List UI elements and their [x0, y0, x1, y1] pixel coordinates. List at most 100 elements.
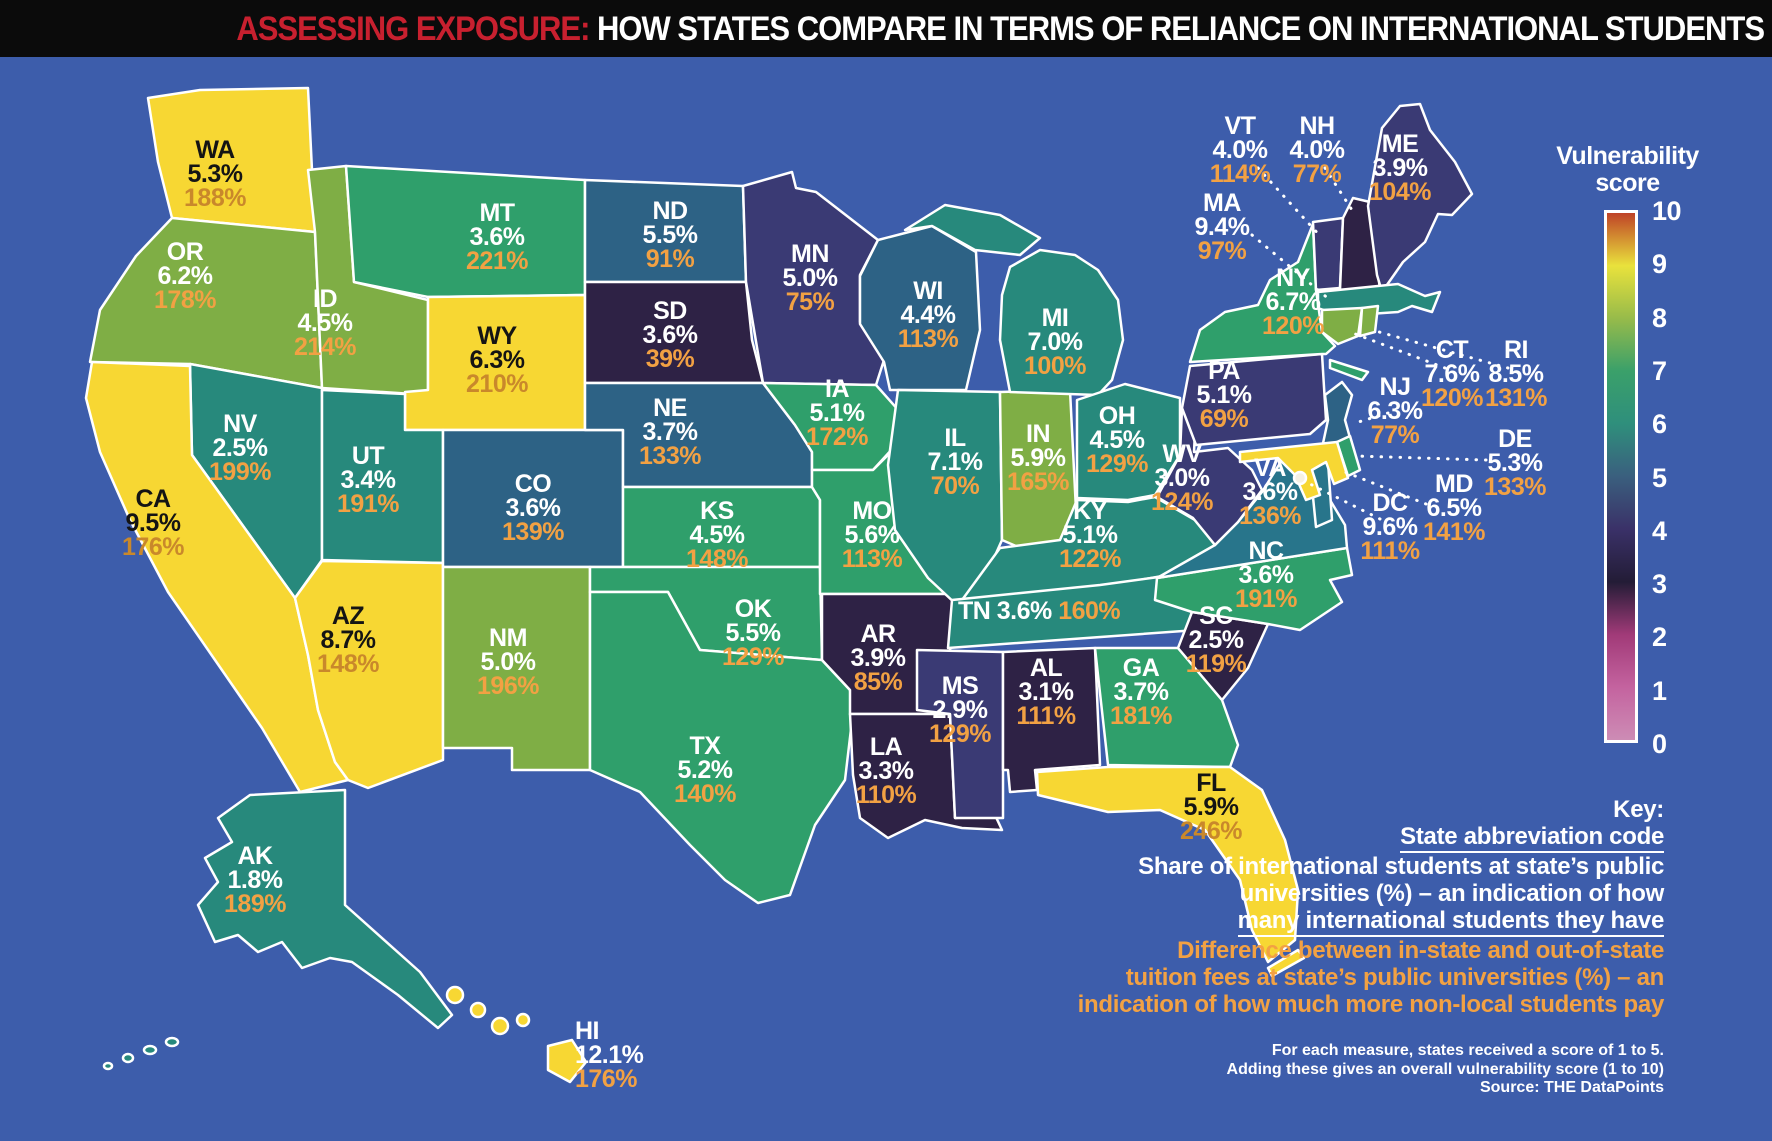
state-label-ut-share: 3.4%	[341, 466, 396, 494]
key-diff-line-2: tuition fees at state’s public universit…	[1125, 964, 1665, 991]
state-label-ne-diff: 133%	[639, 442, 701, 470]
state-label-il-share: 7.1%	[928, 448, 983, 476]
colorbar-tick-7: 7	[1652, 355, 1667, 386]
state-label-al-abbr: AL	[1030, 654, 1063, 682]
state-label-in-abbr: IN	[1026, 420, 1050, 448]
state-label-hi-share: 12.1%	[575, 1041, 644, 1069]
state-dc-dot	[1292, 470, 1308, 486]
state-ak-island	[121, 1052, 135, 1064]
state-label-nc-abbr: NC	[1248, 537, 1284, 565]
state-label-ok-share: 5.5%	[726, 619, 781, 647]
state-label-ia-diff: 172%	[806, 423, 868, 451]
connector-ma	[1250, 233, 1332, 302]
state-label-nv-abbr: NV	[223, 410, 258, 438]
state-ak-island	[164, 1036, 180, 1048]
state-sd	[583, 280, 765, 385]
state-ak-island	[142, 1044, 158, 1056]
state-label-ga-abbr: GA	[1123, 654, 1160, 682]
state-label-ga-share: 3.7%	[1114, 678, 1169, 706]
state-label-mi-share: 7.0%	[1028, 328, 1083, 356]
state-label-ct-abbr: CT	[1436, 336, 1469, 364]
state-label-nh-abbr: NH	[1299, 112, 1334, 140]
state-label-me-abbr: ME	[1382, 130, 1419, 158]
state-label-mn-share: 5.0%	[783, 264, 838, 292]
state-label-nj-diff: 77%	[1371, 421, 1420, 449]
key-diff-line-1: Difference between in-state and out-of-s…	[1177, 937, 1664, 964]
state-label-fl-share: 5.9%	[1184, 793, 1239, 821]
page-title-rest: HOW STATES COMPARE IN TERMS OF RELIANCE …	[589, 8, 1765, 48]
footnote-line-2: Adding these gives an overall vulnerabil…	[1226, 1060, 1664, 1078]
state-ct	[1320, 306, 1364, 346]
state-label-md-diff: 141%	[1423, 518, 1485, 546]
state-label-sd-abbr: SD	[653, 297, 687, 325]
state-label-sc-share: 2.5%	[1189, 626, 1244, 654]
state-fl-keys	[1266, 948, 1306, 978]
state-ri	[1358, 304, 1380, 338]
state-label-fl-diff: 246%	[1180, 817, 1242, 845]
state-label-id-share: 4.5%	[298, 309, 353, 337]
state-label-vt-share: 4.0%	[1213, 136, 1268, 164]
colorbar-tick-2: 2	[1652, 622, 1667, 653]
state-hi-island	[445, 985, 465, 1005]
state-label-ks-diff: 148%	[686, 545, 748, 573]
state-sc	[1176, 610, 1270, 702]
state-label-nd-share: 5.5%	[643, 221, 698, 249]
state-label-ar-abbr: AR	[860, 620, 896, 648]
state-label-sd-diff: 39%	[646, 345, 695, 373]
page-title: ASSESSING EXPOSURE: HOW STATES COMPARE I…	[236, 8, 1765, 48]
state-hi-island	[490, 1016, 510, 1036]
state-label-mn-abbr: MN	[791, 240, 829, 268]
state-label-ia-abbr: IA	[825, 375, 849, 403]
state-label-de-abbr: DE	[1498, 425, 1532, 453]
state-label-oh-diff: 129%	[1086, 450, 1148, 478]
key-share-line-1: Share of international students at state…	[1138, 853, 1664, 880]
state-label-sd-share: 3.6%	[643, 321, 698, 349]
state-label-wv-diff: 124%	[1151, 488, 1213, 516]
key-abbr-label: State abbreviation code	[1400, 823, 1664, 853]
state-label-co-share: 3.6%	[506, 494, 561, 522]
footnote-block: For each measure, states received a scor…	[1024, 1042, 1664, 1098]
footnote-line-1: For each measure, states received a scor…	[1271, 1042, 1664, 1059]
state-label-ks-abbr: KS	[700, 497, 734, 525]
state-label-co-diff: 139%	[502, 518, 564, 546]
state-label-me-diff: 104%	[1369, 178, 1431, 206]
state-label-hi-abbr: HI	[575, 1017, 599, 1045]
footnote-line-3: Source: THE DataPoints	[1479, 1079, 1664, 1096]
state-label-nd-diff: 91%	[646, 245, 695, 273]
state-ak	[196, 788, 454, 1030]
state-ak-island	[102, 1061, 114, 1071]
connector-ct	[1348, 330, 1447, 370]
colorbar-tick-4: 4	[1652, 515, 1667, 546]
connector-de	[1354, 454, 1488, 462]
state-oh	[1075, 382, 1182, 502]
state-label-ok-abbr: OK	[735, 595, 772, 623]
state-label-mo-diff: 113%	[842, 545, 903, 573]
state-label-nv-share: 2.5%	[213, 434, 268, 462]
state-label-dc-share: 9.6%	[1363, 513, 1418, 541]
state-label-la-share: 3.3%	[859, 757, 914, 785]
state-label-mi-abbr: MI	[1042, 304, 1069, 332]
state-label-ne-share: 3.7%	[643, 418, 698, 446]
state-ny-long-island	[1328, 358, 1370, 382]
colorbar-tick-8: 8	[1652, 302, 1667, 333]
state-label-md-abbr: MD	[1435, 470, 1473, 498]
key-heading: Key:	[1613, 796, 1664, 823]
state-label-la-abbr: LA	[870, 733, 903, 761]
state-label-ca-share: 9.5%	[126, 509, 181, 537]
state-label-nv-diff: 199%	[209, 458, 271, 486]
state-label-ms-diff: 129%	[929, 720, 991, 748]
state-label-va-diff: 136%	[1239, 502, 1301, 530]
state-ca	[84, 360, 350, 794]
connector-nh	[1323, 166, 1354, 212]
state-label-md-share: 6.5%	[1427, 494, 1482, 522]
state-label-ak-share: 1.8%	[228, 866, 283, 894]
state-label-nj-abbr: NJ	[1380, 373, 1411, 401]
state-label-ny-diff: 120%	[1262, 312, 1324, 340]
state-label-nm-abbr: NM	[489, 624, 527, 652]
state-label-ca-abbr: CA	[135, 485, 171, 513]
state-label-az-abbr: AZ	[332, 602, 365, 630]
colorbar-tick-10: 10	[1652, 196, 1682, 226]
state-label-ut-diff: 191%	[337, 490, 399, 518]
state-label-ms-share: 2.9%	[933, 696, 988, 724]
state-label-nc-share: 3.6%	[1239, 561, 1294, 589]
